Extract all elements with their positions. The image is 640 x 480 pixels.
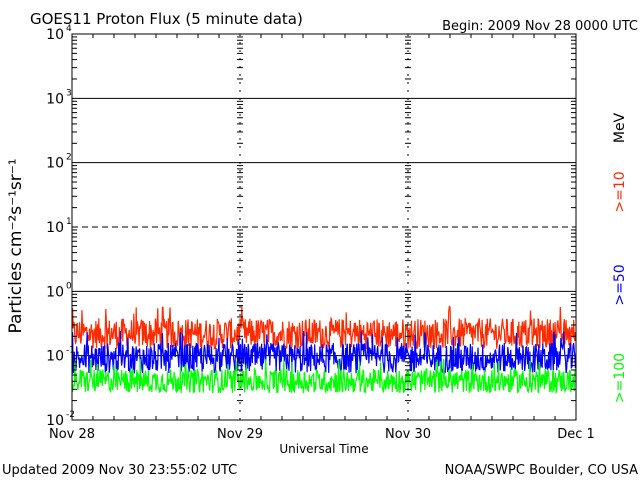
y-tick-exp: -2 xyxy=(66,410,75,420)
y-tick-exp: 1 xyxy=(66,217,72,227)
source-credit: NOAA/SWPC Boulder, CO USA xyxy=(445,463,638,478)
begin-label: Begin: 2009 Nov 28 0000 UTC xyxy=(442,19,638,34)
y-tick-label: 10 -1 xyxy=(46,346,75,365)
y-tick-exp: -1 xyxy=(66,346,75,356)
legend-50mev: >=50 xyxy=(612,264,628,305)
unit-label-mev: MeV xyxy=(612,112,628,143)
y-tick-label: 10 2 xyxy=(46,153,72,172)
y-tick-base: 10 xyxy=(46,220,64,236)
x-tick-label: Nov 30 xyxy=(385,427,431,442)
y-tick-label: 10 3 xyxy=(46,88,72,107)
y-tick-base: 10 xyxy=(46,91,64,107)
x-tick-label: Dec 1 xyxy=(557,427,595,442)
y-axis-label: Particles cm⁻²s⁻¹sr⁻¹ xyxy=(6,158,26,333)
x-tick-label: Nov 29 xyxy=(217,427,263,442)
y-tick-base: 10 xyxy=(46,156,64,172)
y-tick-base: 10 xyxy=(46,349,64,365)
legend-10mev: >=10 xyxy=(612,171,628,212)
x-tick-label: Nov 28 xyxy=(49,427,95,442)
y-tick-exp: 2 xyxy=(66,153,72,163)
y-tick-exp: 4 xyxy=(66,24,72,34)
series-line-1 xyxy=(71,330,576,375)
grid-lines xyxy=(72,34,576,420)
legend-100mev: >=100 xyxy=(612,353,628,403)
series-line-0 xyxy=(71,305,576,350)
x-axis-ticks: Nov 28 Nov 29 Nov 30 Dec 1 xyxy=(49,34,595,442)
y-tick-label: 10 0 xyxy=(46,281,72,300)
series-layer xyxy=(71,305,576,395)
series-line-2 xyxy=(71,358,576,395)
y-tick-label: 10 4 xyxy=(46,24,72,43)
y-tick-base: 10 xyxy=(46,27,64,43)
x-axis-label: Universal Time xyxy=(279,442,368,456)
y-tick-label: 10 1 xyxy=(46,217,72,236)
chart-title: GOES11 Proton Flux (5 minute data) xyxy=(30,10,303,28)
y-tick-base: 10 xyxy=(46,413,64,429)
y-tick-exp: 3 xyxy=(66,88,72,98)
updated-timestamp: Updated 2009 Nov 30 23:55:02 UTC xyxy=(2,463,237,478)
y-tick-label: 10 -2 xyxy=(46,410,75,429)
y-tick-exp: 0 xyxy=(66,281,72,291)
y-tick-base: 10 xyxy=(46,284,64,300)
